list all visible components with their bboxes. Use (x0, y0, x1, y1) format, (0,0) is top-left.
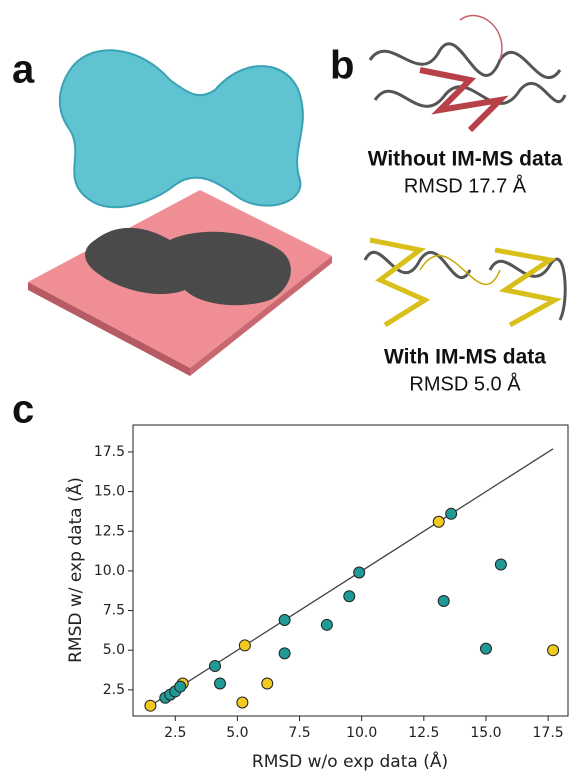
y-tick-label: 10.0 (94, 563, 125, 579)
point (214, 677, 226, 690)
point (236, 696, 249, 709)
x-tick-label: 7.5 (288, 725, 310, 741)
point (479, 642, 492, 655)
point (445, 507, 458, 520)
protein-cartoon (363, 14, 567, 328)
y-tick-label: 2.5 (103, 682, 125, 698)
point (494, 558, 507, 571)
panel-label: b (330, 44, 354, 88)
point (278, 614, 291, 627)
x-axis-label: RMSD w/o exp data (Å) (252, 750, 448, 772)
x-tick-label: 17.5 (533, 725, 564, 741)
caption-title: With IM-MS data (384, 346, 546, 369)
point (353, 566, 366, 579)
point (432, 515, 445, 528)
x-tick-label: 2.5 (164, 725, 186, 741)
point (174, 680, 187, 693)
point (144, 699, 157, 712)
y-tick-label: 17.5 (94, 444, 125, 460)
y-tick-label: 5.0 (103, 642, 125, 658)
x-tick-label: 10.0 (346, 725, 377, 741)
panel-label: a (12, 48, 35, 92)
point (320, 618, 333, 631)
point (547, 644, 560, 657)
caption-rmsd: RMSD 5.0 Å (409, 372, 521, 395)
point (343, 590, 356, 603)
y-tick-label: 12.5 (94, 523, 125, 539)
x-tick-label: 15.0 (470, 725, 501, 741)
membrane-illustration (28, 49, 332, 376)
x-tick-label: 5.0 (226, 725, 248, 741)
caption-rmsd: RMSD 17.7 Å (404, 174, 527, 197)
y-tick-label: 7.5 (103, 603, 125, 619)
y-axis-label: RMSD w/ exp data (Å) (64, 477, 86, 663)
panel-label: c (12, 388, 34, 432)
point (437, 595, 450, 608)
point (238, 639, 251, 652)
point (261, 677, 274, 690)
point (278, 647, 291, 660)
x-tick-label: 12.5 (408, 725, 439, 741)
caption-title: Without IM-MS data (368, 148, 563, 171)
y-tick-label: 15.0 (94, 484, 125, 500)
point (209, 660, 222, 673)
plot-frame (132, 424, 569, 717)
